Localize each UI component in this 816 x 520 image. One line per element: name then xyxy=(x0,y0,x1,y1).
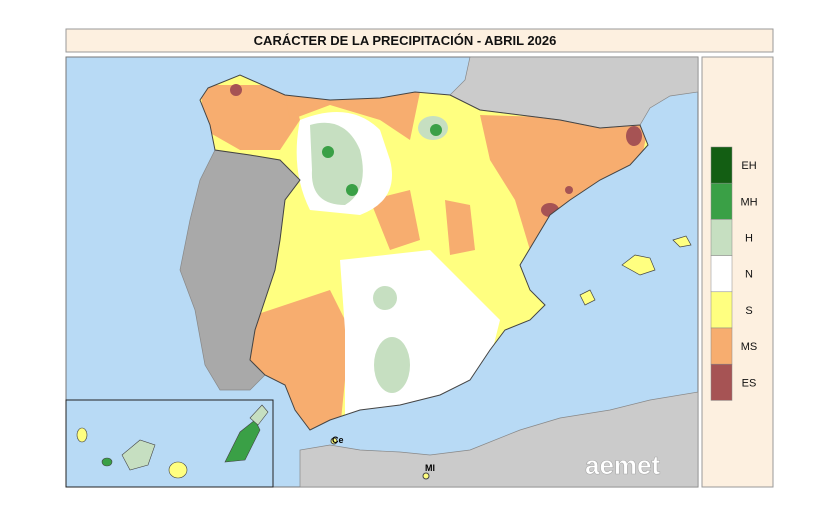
zone-es xyxy=(626,126,642,146)
africa xyxy=(299,391,699,488)
mallorca xyxy=(621,254,656,276)
zone-ms xyxy=(370,190,420,250)
spain-outline xyxy=(199,74,649,431)
legend-swatch xyxy=(710,291,733,329)
zone-h xyxy=(374,337,410,393)
zone-ms xyxy=(285,92,420,140)
logo: aemet xyxy=(585,450,660,480)
zone-ms xyxy=(200,85,300,150)
ibiza xyxy=(579,289,596,306)
legend-label: EH xyxy=(741,160,756,172)
melilla-mark xyxy=(422,472,430,480)
menorca xyxy=(672,235,692,248)
ceuta-label: Ce xyxy=(332,435,344,445)
zone-h xyxy=(373,286,397,310)
zone-h xyxy=(310,122,363,205)
legend-swatch xyxy=(710,363,733,401)
zone-mh xyxy=(430,124,442,136)
ceuta-mark xyxy=(330,437,338,445)
island xyxy=(121,439,156,471)
zone-es xyxy=(565,186,573,194)
legend-swatch xyxy=(710,146,733,184)
legend-swatch xyxy=(710,219,733,256)
legend-label: MS xyxy=(741,341,758,353)
legend-label: S xyxy=(745,305,752,317)
legend-swatch xyxy=(710,255,733,293)
island xyxy=(76,427,88,443)
island xyxy=(249,404,269,426)
legend-label: N xyxy=(745,269,753,281)
island xyxy=(168,461,188,479)
legend-label: MH xyxy=(740,196,757,208)
legend-swatch xyxy=(710,327,733,365)
island xyxy=(101,457,113,467)
legend-label: ES xyxy=(742,377,757,389)
zone-mh xyxy=(346,184,358,196)
zone-es xyxy=(230,84,242,96)
legend-label: H xyxy=(745,233,753,245)
legend-swatch xyxy=(710,182,733,220)
title-box xyxy=(65,28,774,53)
zone-ms xyxy=(445,200,475,255)
melilla-label: Ml xyxy=(425,463,435,473)
map-title: CARÁCTER DE LA PRECIPITACIÓN - ABRIL 202… xyxy=(254,33,557,48)
zone-ms xyxy=(480,115,648,250)
legend: EH MH H N S MS ES xyxy=(710,146,758,401)
zone-mh xyxy=(322,146,334,158)
island xyxy=(224,419,261,463)
